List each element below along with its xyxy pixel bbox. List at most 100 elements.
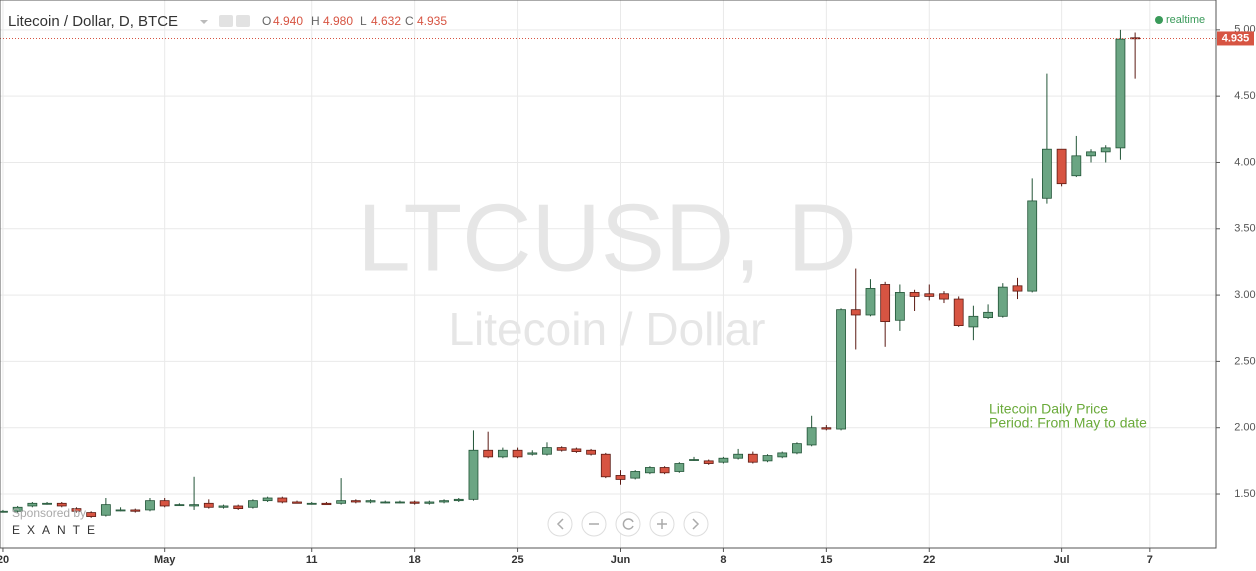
candle-body: [365, 500, 376, 503]
x-tick-label: 11: [306, 554, 318, 566]
candle-body: [424, 501, 435, 504]
candle-body: [115, 509, 126, 512]
candle-body: [615, 475, 626, 480]
candle-body: [56, 502, 67, 507]
candle-body: [850, 309, 861, 316]
candle-body: [1086, 151, 1096, 157]
watermark-subtitle: Litecoin / Dollar: [448, 303, 765, 355]
candle-body: [1100, 147, 1111, 153]
chart-title: Litecoin / Dollar, D, BTCE: [8, 13, 178, 30]
x-tick-label: 7: [1147, 554, 1153, 566]
candle-body: [586, 449, 596, 455]
candle-body: [645, 467, 655, 474]
x-tick-label: 25: [511, 554, 523, 566]
candle-body: [145, 500, 155, 511]
candle-body: [86, 512, 97, 517]
candle-body: [939, 293, 949, 300]
nav-left[interactable]: [547, 511, 573, 537]
candle-body: [100, 504, 111, 516]
candle-body: [453, 498, 464, 502]
x-tick-label: 15: [820, 554, 832, 566]
watermark: LTCUSD, D: [357, 184, 857, 291]
icon[interactable]: [236, 15, 250, 27]
ohlc-key: L: [360, 14, 367, 28]
candle-body: [174, 504, 185, 507]
candle-body: [27, 502, 38, 507]
candle-body: [1115, 38, 1126, 149]
axes: 1.5002.0002.5003.0003.5004.0004.5005.000…: [0, 24, 1256, 566]
ohlc-value: 4.935: [417, 14, 447, 28]
candle-body: [630, 471, 641, 479]
candle-body: [159, 500, 170, 507]
candle-body: [130, 509, 141, 512]
status: realtime: [1166, 14, 1205, 26]
candle-body: [836, 309, 846, 430]
candle-body: [1130, 37, 1141, 40]
candle-body: [762, 455, 773, 462]
candle-body: [203, 502, 214, 508]
ohlc-key: H: [311, 14, 320, 28]
annotation: Litecoin Daily Price: [989, 401, 1108, 417]
plot-border: [0, 0, 1217, 549]
candle-body: [997, 286, 1008, 317]
x-tick-label: 22: [923, 554, 935, 566]
candle-body: [350, 500, 361, 503]
x-tick-label: 18: [409, 554, 421, 566]
y-tick-label: 3.500: [1234, 223, 1256, 235]
annotation: Period: From May to date: [989, 415, 1147, 431]
candle-body: [733, 453, 744, 459]
candle-body: [1027, 200, 1038, 292]
candle-body: [894, 292, 905, 321]
y-tick-label: 4.500: [1234, 90, 1256, 102]
candle-body: [395, 501, 405, 504]
candle-body: [777, 452, 788, 458]
candle-body: [880, 284, 891, 323]
candle-body: [262, 497, 273, 502]
x-tick-label: 20: [0, 554, 9, 566]
y-tick-label: 3.000: [1234, 289, 1256, 301]
candle-body: [306, 502, 317, 505]
ohlc-value: 4.940: [273, 14, 303, 28]
candle-body: [248, 500, 258, 508]
candle-body: [409, 501, 420, 504]
candle-body: [909, 292, 920, 297]
candle-body: [0, 510, 8, 513]
candle-body: [953, 298, 964, 326]
candle-body: [380, 501, 391, 504]
dropdown-icon[interactable]: [200, 20, 208, 24]
sponsor: Sponsored by: [12, 506, 86, 520]
candle-body: [571, 448, 582, 452]
candle-body: [924, 293, 935, 297]
candle-body: [321, 502, 332, 506]
x-tick-label: Jul: [1054, 554, 1070, 566]
navigation: [547, 511, 709, 537]
nav-glyphs: [556, 518, 700, 530]
nav-right[interactable]: [683, 511, 709, 537]
icon[interactable]: [219, 15, 233, 27]
candle-body: [292, 501, 302, 504]
candle-body: [718, 457, 729, 463]
grid: [0, 0, 1216, 548]
last-price-label: 4.935: [1222, 32, 1250, 44]
candle-body: [189, 504, 199, 507]
candles: [0, 29, 1216, 518]
candle-body: [1071, 155, 1082, 177]
candle-body: [659, 467, 670, 474]
status-dot: [1155, 16, 1163, 24]
candle-body: [277, 497, 288, 503]
x-tick-label: Jun: [611, 554, 631, 566]
candle-body: [983, 311, 993, 319]
candle-body: [703, 460, 714, 464]
candle-body: [674, 463, 685, 472]
sponsor-name[interactable]: EXANTE: [12, 523, 102, 537]
candle-body: [12, 506, 23, 512]
y-tick-label: 4.000: [1234, 156, 1256, 168]
candle-body: [336, 500, 347, 504]
ohlc-key: C: [405, 14, 414, 28]
ohlc-value: 4.632: [371, 14, 401, 28]
candle-body: [512, 449, 523, 458]
candle-body: [1012, 285, 1023, 292]
nav-reset[interactable]: [615, 511, 641, 537]
candle-body: [1056, 148, 1067, 185]
